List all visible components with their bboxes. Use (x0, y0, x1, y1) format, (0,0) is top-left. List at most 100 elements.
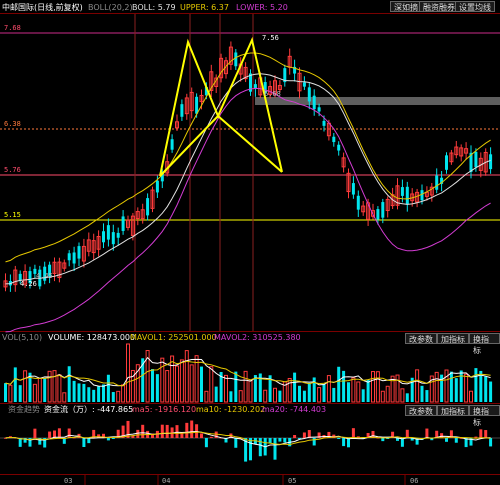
fund-bar (342, 438, 346, 447)
candle-body (18, 273, 22, 281)
fund-bar (445, 438, 448, 442)
volume-bar (449, 371, 453, 402)
volume-bar (200, 366, 203, 402)
volume-bar (8, 384, 13, 403)
fund-bar (489, 438, 493, 447)
fund-bar (391, 431, 395, 438)
month-label-03: 03 (64, 477, 72, 485)
volume-bar (332, 387, 336, 402)
candle-body (180, 104, 184, 117)
fund-bar (121, 425, 125, 438)
candle-body (121, 216, 125, 231)
candle-body (126, 219, 130, 228)
candle-body (33, 268, 37, 274)
fund-bar (160, 424, 164, 438)
fund-bar (464, 438, 468, 448)
fund-bar (106, 438, 110, 441)
candle-body (293, 66, 297, 74)
fund-bar (102, 433, 105, 438)
volume-bar (106, 374, 110, 402)
boll-mid-line (5, 73, 491, 285)
fund-bar (151, 433, 154, 438)
volume-bar (474, 368, 478, 402)
volume-bar (415, 369, 420, 403)
fund-bar (347, 438, 350, 448)
fund-bar (48, 431, 52, 438)
fund-bar (449, 430, 453, 438)
candle-body (86, 239, 91, 252)
deep-button[interactable]: 深如摘 (390, 1, 422, 12)
candle-body (337, 144, 341, 151)
candle-body (385, 198, 390, 212)
month-label-06: 06 (410, 477, 418, 485)
vol-add-indicator-button[interactable]: 加指标 (437, 333, 469, 344)
boll-lower-line (5, 87, 491, 333)
candle-body (160, 172, 164, 182)
candle-body (307, 87, 311, 102)
fund-add-indicator-button[interactable]: 加指标 (437, 405, 469, 416)
fund-bar (454, 438, 458, 443)
vol-params: VOL(5,10) (2, 333, 42, 342)
month-label-04: 04 (162, 477, 170, 485)
candle-body (48, 264, 52, 277)
fund-bar (273, 438, 277, 460)
fund-flow-bars (4, 420, 493, 462)
vol-switch-indicator-button[interactable]: 换指标 (469, 333, 500, 355)
candle-body (52, 261, 57, 274)
vol-edit-params-button[interactable]: 改参数 (405, 333, 437, 344)
candle-body (204, 86, 208, 96)
price-tick-768: 7.68 (4, 24, 21, 32)
candle-body (146, 198, 150, 216)
volume-bar (243, 370, 248, 403)
candle-body (62, 262, 67, 269)
fund-bar (165, 424, 169, 438)
set-ma-button[interactable]: 设置均线 (455, 1, 495, 12)
candle-body (317, 107, 321, 112)
volume-bar (145, 350, 150, 403)
volume-bar (258, 373, 262, 402)
volume-bar (18, 385, 22, 402)
fund-bar (366, 432, 370, 438)
candle-body (268, 86, 273, 95)
candle-body (395, 185, 400, 206)
volume-bar (385, 385, 390, 403)
candle-body (111, 232, 115, 245)
volume-bars (4, 343, 493, 403)
price-tick-515: 5.15 (4, 211, 21, 219)
volume-bar (23, 370, 28, 403)
fund-bar (185, 422, 189, 438)
candle-body (23, 271, 28, 285)
candle-body (346, 172, 351, 193)
fund-bar (474, 436, 478, 438)
candle-body (263, 82, 267, 94)
candle-body (445, 155, 448, 170)
m-top-neckline (159, 114, 283, 177)
fund-bar (307, 430, 311, 438)
fund-bar (131, 435, 135, 438)
volume-bar (165, 370, 170, 403)
candle-body (356, 195, 360, 210)
volume-bar (287, 377, 292, 403)
volume-bar (52, 370, 57, 403)
volume-bar (454, 378, 458, 402)
margin-trading-button[interactable]: 融资融券 (419, 1, 459, 12)
fund-edit-params-button[interactable]: 改参数 (405, 405, 437, 416)
candle-body (96, 236, 101, 250)
candle-body (184, 97, 189, 115)
fund-bar (459, 437, 463, 439)
candle-body (67, 253, 71, 261)
volume-bar (293, 372, 297, 402)
mavol1-value: MAVOL1: 252501.000 (130, 333, 217, 342)
volume-bar (253, 375, 257, 402)
fund-bar (33, 428, 37, 438)
fund-bar (381, 438, 385, 442)
candle-body (332, 136, 336, 143)
fund-bar (72, 437, 76, 439)
fund-switch-indicator-button[interactable]: 换指标 (469, 405, 500, 427)
volume-bar (141, 358, 145, 402)
volume-bar (273, 387, 277, 403)
candle-body (140, 209, 145, 220)
candle-body (81, 245, 86, 262)
